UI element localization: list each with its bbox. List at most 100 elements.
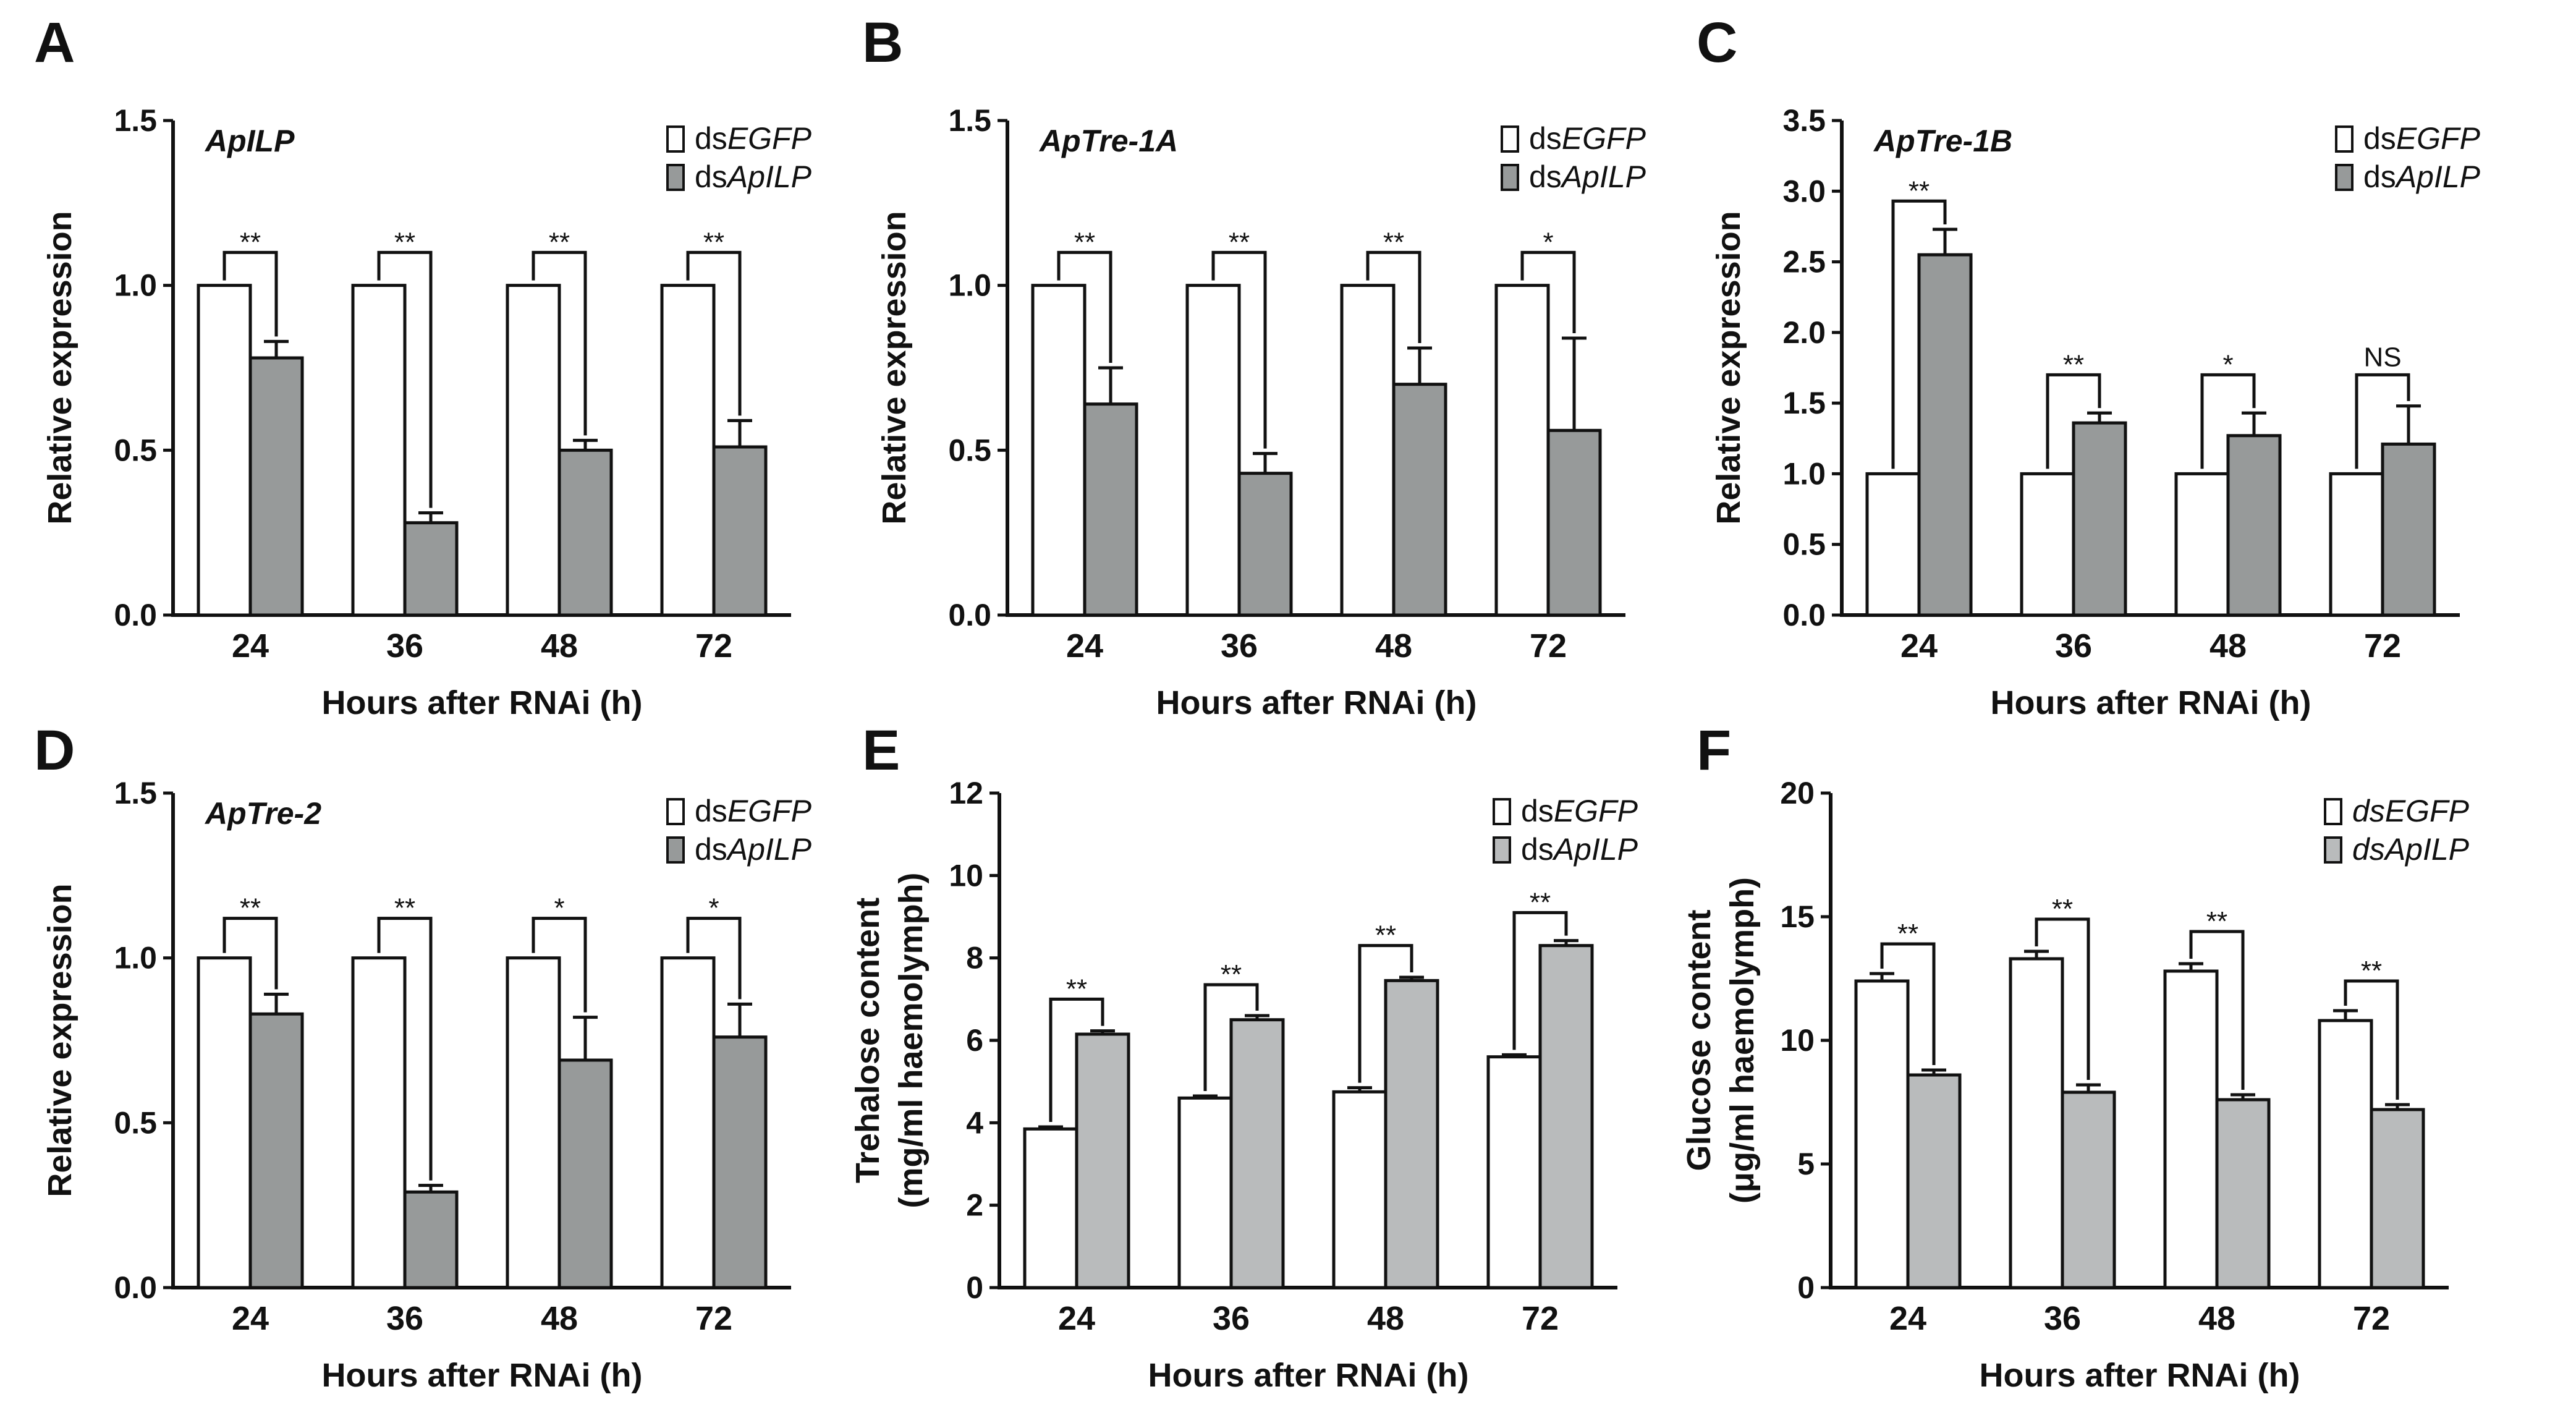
bar-dsapilp-72 xyxy=(2381,442,2436,617)
legend-swatch xyxy=(666,125,685,153)
significance-bracket xyxy=(2344,979,2399,1100)
y-axis-label: Glucose content xyxy=(1680,909,1718,1171)
y-tick-label: 1.0 xyxy=(114,941,157,975)
significance-label: * xyxy=(2222,349,2233,380)
bar-dsegfp-72 xyxy=(1494,284,1550,617)
y-tick-label: 0.5 xyxy=(948,433,991,467)
chart-title: ApTre-1B xyxy=(1873,124,2012,158)
panel-letter-e: E xyxy=(862,719,900,782)
x-axis-label: Hours after RNAi (h) xyxy=(1979,1357,2300,1394)
significance-bracket xyxy=(377,917,433,1181)
significance-label: ** xyxy=(240,227,261,257)
x-tick-label: 24 xyxy=(1889,1300,1926,1337)
significance-bracket xyxy=(1211,250,1267,449)
y-tick-label: 10 xyxy=(1780,1023,1815,1058)
significance-label: ** xyxy=(394,893,415,924)
panel-letter-c: C xyxy=(1697,11,1737,74)
y-axis-label: Relative expression xyxy=(41,883,78,1197)
chart-panel-f: F 0 5 10 15 20 ** 24 ** 36 ** 48 ** 72 Hours after RNA… xyxy=(1680,719,2470,1394)
bar-dsegfp-24 xyxy=(1031,284,1087,617)
bar-dsapilp-72 xyxy=(712,1035,768,1289)
significance-label: ** xyxy=(1229,227,1250,257)
chart-title: ApILP xyxy=(204,124,295,158)
y-tick-label: 2.5 xyxy=(1782,245,1826,279)
y-tick-label: 10 xyxy=(949,858,983,893)
bar-dsapilp-36 xyxy=(2072,421,2127,617)
y-tick-label: 1.5 xyxy=(114,776,157,810)
y-tick-label: 1.5 xyxy=(114,103,157,138)
bar-dsegfp-24 xyxy=(1854,979,1910,1289)
significance-label: ** xyxy=(2063,349,2084,380)
panel-letter-a: A xyxy=(34,11,75,74)
significance-label: ** xyxy=(703,227,724,257)
significance-label: ** xyxy=(1909,176,1930,206)
x-tick-label: 48 xyxy=(2198,1300,2235,1337)
x-tick-label: 36 xyxy=(2044,1300,2081,1337)
significance-bracket xyxy=(532,917,587,1013)
significance-label: ** xyxy=(1897,919,1918,949)
bar-dsegfp-36 xyxy=(2020,472,2075,617)
bar-dsapilp-24 xyxy=(1917,253,1973,617)
significance-bracket xyxy=(377,250,433,508)
x-tick-label: 72 xyxy=(2364,627,2401,665)
x-tick-label: 36 xyxy=(1213,1300,1250,1337)
y-tick-label: 0.0 xyxy=(948,598,991,632)
bar-dsegfp-24 xyxy=(197,284,252,617)
significance-bracket xyxy=(2035,917,2090,1080)
y-tick-label: 3.5 xyxy=(1782,103,1826,138)
significance-label: ** xyxy=(2361,956,2382,986)
bar-dsegfp-48 xyxy=(1340,284,1396,617)
significance-bracket xyxy=(1512,911,1568,1050)
bar-dsapilp-36 xyxy=(403,521,459,617)
significance-bracket xyxy=(1358,944,1413,1083)
y-tick-label: 0 xyxy=(966,1270,983,1305)
significance-label: ** xyxy=(240,893,261,924)
bar-dsapilp-48 xyxy=(1384,979,1439,1289)
significance-label: ** xyxy=(2052,894,2073,924)
significance-label: ** xyxy=(549,227,570,257)
y-tick-label: 20 xyxy=(1780,776,1815,810)
y-tick-label: 4 xyxy=(966,1105,983,1140)
y-tick-label: 6 xyxy=(966,1023,983,1058)
legend-entry: dsApILP xyxy=(695,159,812,194)
significance-bracket xyxy=(2046,373,2101,469)
bar-dsegfp-72 xyxy=(2329,472,2384,617)
bar-dsegfp-24 xyxy=(1865,472,1921,617)
legend-swatch xyxy=(666,798,685,825)
significance-bracket xyxy=(1049,997,1104,1122)
x-axis-label: Hours after RNAi (h) xyxy=(1990,684,2311,721)
significance-label: * xyxy=(708,893,719,924)
bar-dsegfp-48 xyxy=(1332,1090,1388,1289)
bar-dsapilp-24 xyxy=(1083,402,1138,617)
bar-dsapilp-72 xyxy=(1538,944,1594,1289)
y-axis-label: Trehalose content xyxy=(849,898,886,1183)
significance-label: ** xyxy=(1530,887,1551,917)
x-tick-label: 24 xyxy=(1066,627,1103,665)
significance-bracket xyxy=(1520,250,1576,333)
x-tick-label: 72 xyxy=(2353,1300,2390,1337)
bar-dsegfp-72 xyxy=(1486,1055,1542,1289)
y-tick-label: 12 xyxy=(949,776,983,810)
y-axis-label: Relative expression xyxy=(876,211,913,524)
bar-dsapilp-72 xyxy=(2370,1108,2425,1289)
y-tick-label: 1.0 xyxy=(114,268,157,303)
legend-entry: dsEGFP xyxy=(2352,794,2470,828)
x-tick-label: 36 xyxy=(386,1300,423,1337)
bar-dsapilp-36 xyxy=(403,1190,459,1289)
bar-dsegfp-48 xyxy=(506,284,561,617)
significance-bracket xyxy=(1891,199,1947,469)
x-tick-label: 72 xyxy=(1530,627,1567,665)
bar-dsapilp-48 xyxy=(557,448,613,617)
chart-panel-c: C 0.0 0.5 1.0 1.5 2.0 2.5 3.0 3.5 ** 24 ** 36 * 48 NS 72… xyxy=(1697,11,2481,721)
legend-swatch xyxy=(2324,836,2342,864)
bar-dsegfp-36 xyxy=(351,956,407,1289)
legend-swatch xyxy=(2324,798,2342,825)
legend-entry: dsEGFP xyxy=(1521,794,1638,828)
x-tick-label: 36 xyxy=(1221,627,1258,665)
y-tick-label: 8 xyxy=(966,941,983,975)
bar-dsapilp-72 xyxy=(1546,428,1602,617)
significance-label: ** xyxy=(1074,227,1095,257)
bar-dsegfp-72 xyxy=(2318,1019,2373,1289)
